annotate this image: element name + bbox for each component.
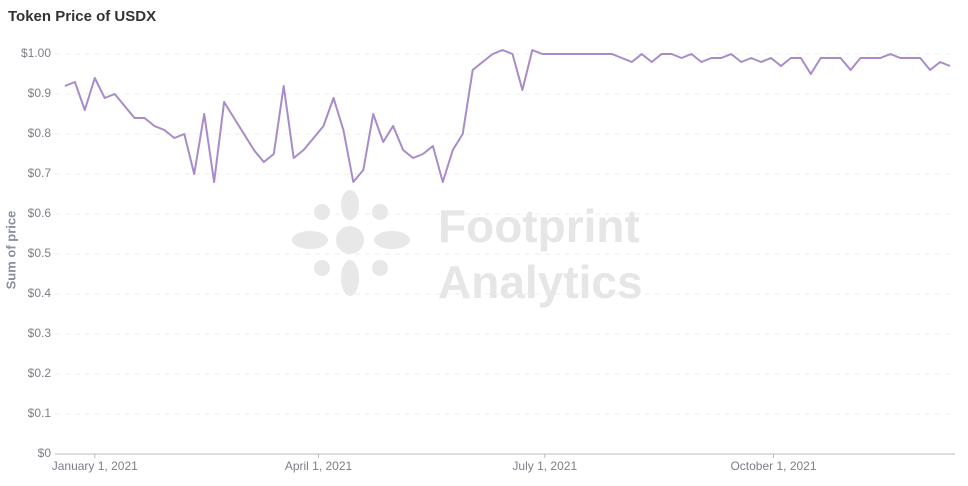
watermark-text: Analytics (438, 256, 643, 308)
chart-title: Token Price of USDX (8, 8, 156, 25)
y-tick-label: $0.8 (28, 126, 52, 140)
y-tick-label: $0.6 (28, 206, 52, 220)
y-tick-label: $0.3 (28, 326, 52, 340)
x-tick-label: April 1, 2021 (285, 459, 353, 473)
watermark: Footprint Analytics (292, 190, 643, 308)
watermark-logo (292, 190, 410, 296)
x-tick-label: October 1, 2021 (730, 459, 816, 473)
x-tick-label: July 1, 2021 (512, 459, 577, 473)
y-tick-label: $0.9 (28, 86, 52, 100)
y-tick-label: $0.4 (28, 286, 52, 300)
y-tick-label: $0.5 (28, 246, 52, 260)
watermark-text: Footprint (438, 200, 640, 252)
price-line (64, 49, 951, 183)
x-tick-label: January 1, 2021 (52, 459, 138, 473)
y-axis-label: Sum of price (3, 211, 18, 290)
y-tick-label: $0 (38, 446, 52, 460)
y-tick-label: $0.1 (28, 406, 52, 420)
y-tick-label: $1.00 (21, 46, 51, 60)
y-tick-label: $0.2 (28, 366, 52, 380)
y-tick-label: $0.7 (28, 166, 52, 180)
